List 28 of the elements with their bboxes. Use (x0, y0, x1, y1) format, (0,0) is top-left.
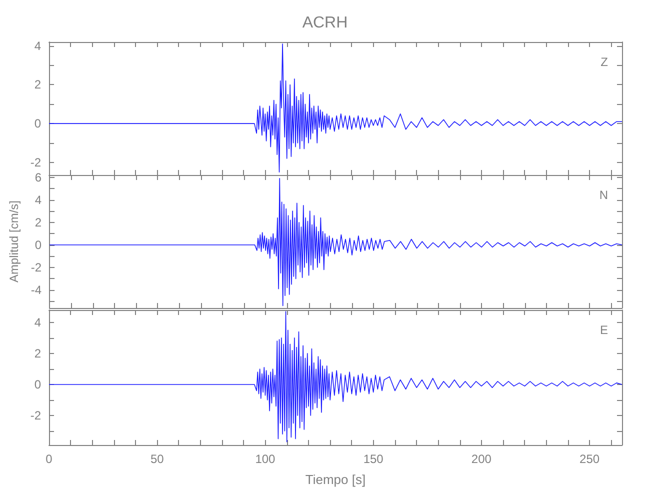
y-tick-label: 4 (34, 38, 42, 53)
chart-title: ACRH (302, 14, 348, 32)
y-tick-label: 0 (34, 377, 42, 392)
x-tick-label: 200 (471, 452, 492, 466)
x-tick-label: 150 (363, 452, 384, 466)
y-tick-label: -2 (30, 260, 42, 274)
y-tick-label: 6 (34, 170, 42, 184)
y-tick-label: 4 (34, 192, 42, 207)
y-tick-label: 0 (34, 238, 42, 252)
y-tick-label: 4 (34, 315, 42, 330)
y-tick-label: -2 (30, 155, 42, 170)
x-tick-label: 100 (255, 452, 276, 466)
y-axis-title: Amplitud [cm/s] (7, 200, 21, 283)
y-tick-label: 2 (34, 215, 42, 230)
annotation: E (600, 323, 608, 337)
y-tick-label: 2 (34, 346, 42, 360)
y-tick-label: 0 (34, 116, 42, 131)
x-tick-label: 0 (46, 452, 53, 466)
y-tick-label: -4 (30, 282, 42, 297)
annotation: N (599, 188, 608, 202)
line-series (48, 44, 622, 172)
annotation: Z (600, 55, 608, 69)
x-tick-label: 250 (580, 452, 600, 466)
line-series (49, 178, 622, 306)
x-tick-label: 50 (150, 452, 164, 466)
y-tick-label: -2 (30, 408, 42, 423)
x-axis-title: Tiempo [s] (305, 472, 366, 487)
y-tick-label: 2 (34, 78, 42, 92)
